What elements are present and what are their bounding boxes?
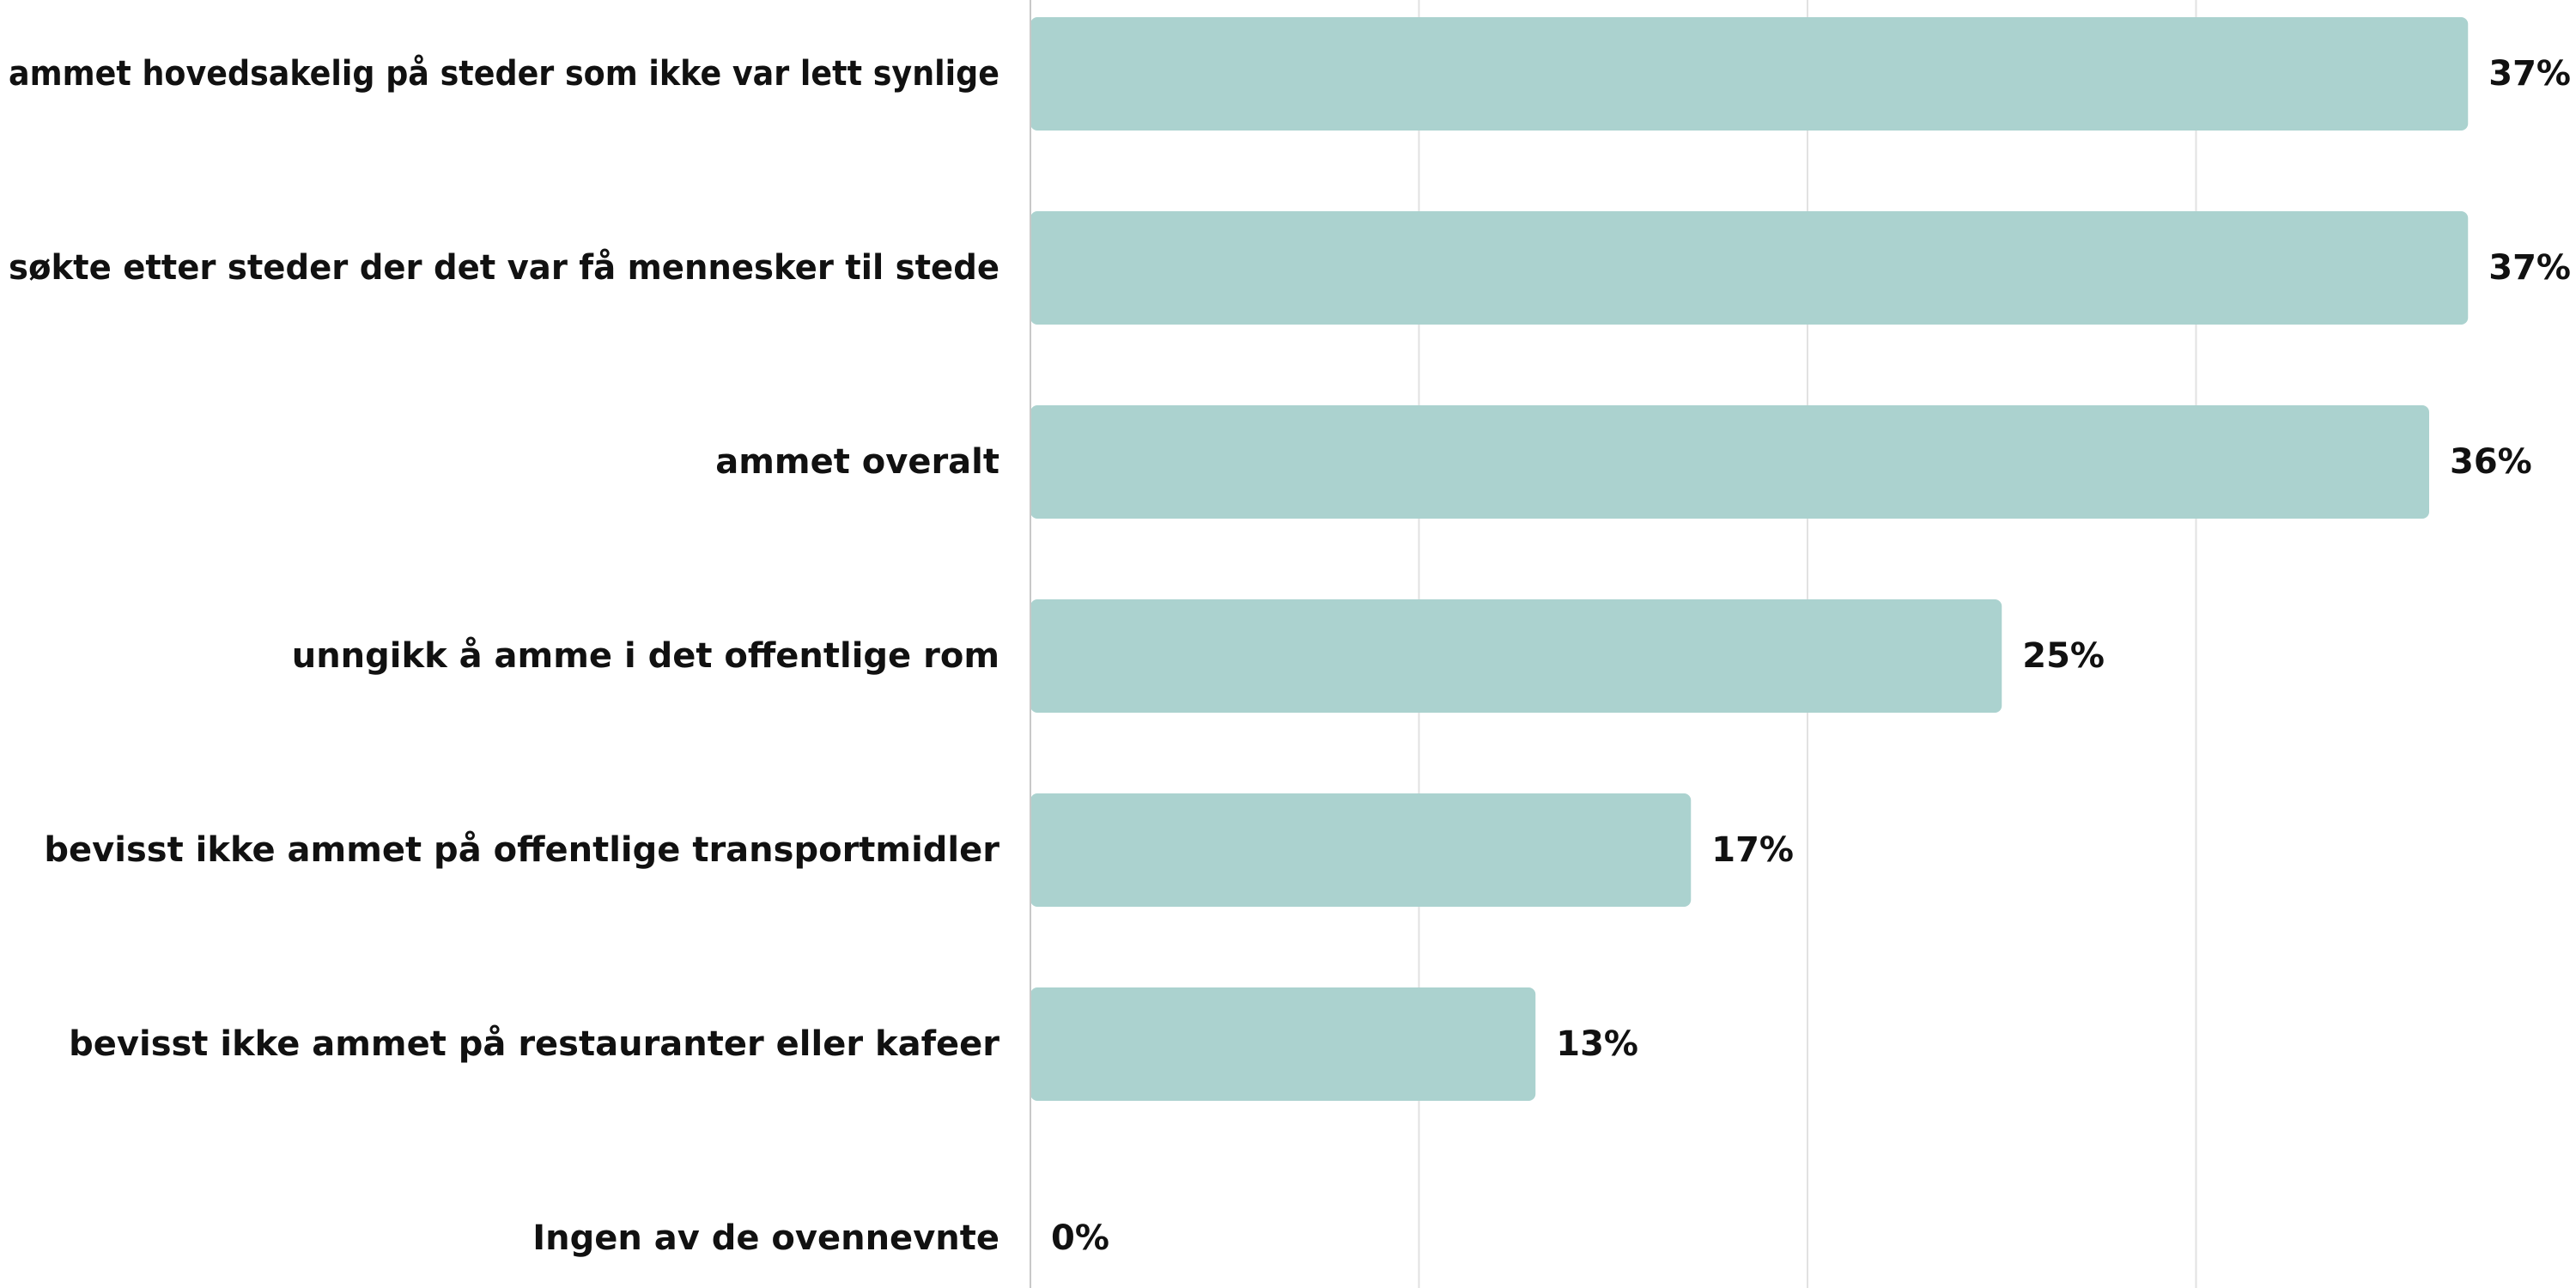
category-label: ammet hovedsakelig på steder som ikke va… [9, 53, 999, 94]
data-label: 37% [2488, 54, 2571, 94]
category-label: bevisst ikke ammet på restauranter eller… [69, 1024, 999, 1064]
data-label: 17% [1711, 830, 1794, 870]
category-label: ammet overalt [715, 442, 999, 482]
bar [1030, 405, 2429, 519]
category-labels: ammet hovedsakelig på steder som ikke va… [9, 53, 999, 1258]
category-label: unngikk å amme i det offentlige rom [292, 635, 999, 676]
bar [1030, 211, 2469, 325]
data-label: 37% [2488, 248, 2571, 288]
bars [1030, 17, 2469, 1101]
data-label: 25% [2022, 636, 2105, 676]
category-label: bevisst ikke ammet på offentlige transpo… [44, 829, 999, 870]
value-labels: 37% 37% 36% 25% 17% 13% 0% [1051, 54, 2571, 1258]
category-label: søkte etter steder der det var få mennes… [9, 247, 999, 288]
data-label: 13% [1556, 1024, 1638, 1064]
category-label: Ingen av de ovennevnte [532, 1218, 999, 1258]
bar [1030, 987, 1536, 1101]
data-label: 36% [2450, 442, 2532, 482]
bar [1030, 17, 2469, 131]
data-label: 0% [1051, 1218, 1109, 1258]
bar [1030, 793, 1692, 907]
bar [1030, 599, 2002, 713]
